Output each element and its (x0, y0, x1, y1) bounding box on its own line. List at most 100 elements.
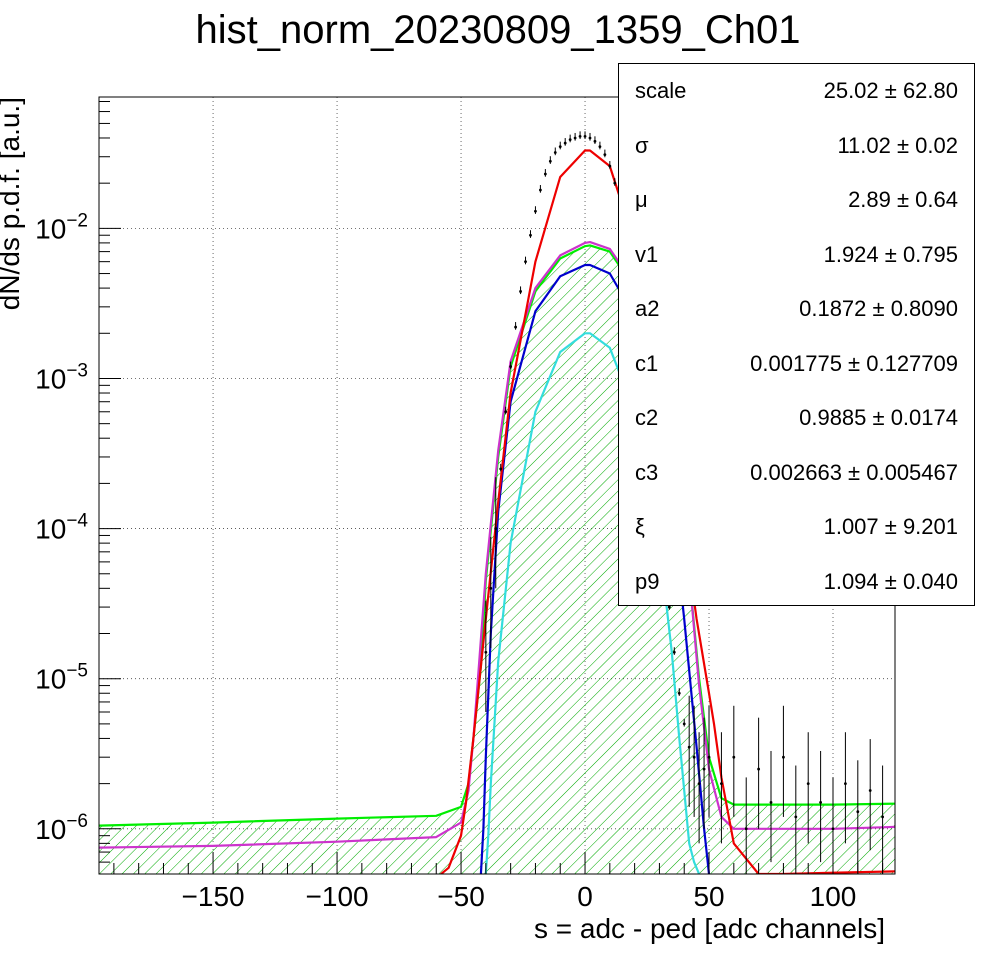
axes: −150 −100 −50 0 50 100 10−6 10−5 10−4 10−3 10−2 s =… (0, 97, 885, 944)
data-point (819, 800, 823, 804)
data-point (868, 789, 872, 792)
data-point (553, 151, 557, 154)
stat-name: c3 (635, 460, 659, 485)
data-point (794, 815, 798, 819)
chart-title: hist_norm_20230809_1359_Ch01 (195, 8, 801, 52)
data-point (769, 800, 773, 804)
stat-row: c2 0.9885 ± 0.0174 (635, 405, 958, 435)
fit-curve (99, 244, 895, 827)
data-point (543, 172, 547, 176)
stat-name: c1 (635, 351, 659, 376)
data-point (504, 410, 508, 414)
stat-value: 1.007 ± 9.201 (823, 514, 958, 539)
data-point (558, 145, 562, 149)
data-point (757, 767, 761, 771)
x-tick-label: −50 (437, 881, 485, 912)
stat-value: 11.02 ± 0.02 (837, 133, 958, 158)
data-point (573, 136, 577, 140)
y-tick-label: 10−5 (35, 661, 88, 695)
fit-curve (439, 149, 895, 874)
y-tick-label: 10−6 (35, 811, 88, 845)
stat-name: c2 (635, 405, 659, 430)
stat-name: a2 (635, 296, 660, 321)
data-point (667, 605, 671, 609)
stat-row: ξ 1.007 ± 9.201 (635, 514, 958, 544)
data-point (806, 782, 810, 786)
x-tick-label: −100 (306, 881, 369, 912)
data-point (831, 827, 835, 831)
stat-value: 0.002663 ± 0.005467 (750, 460, 958, 485)
data-point (682, 722, 686, 726)
y-tick-label: 10−2 (35, 210, 88, 244)
stat-name: ξ (635, 514, 645, 539)
data-point (583, 134, 587, 138)
fit-curve (484, 332, 701, 874)
fit-fill-area (99, 245, 895, 874)
data-point (538, 188, 542, 192)
data-point (672, 650, 676, 654)
stats-box: scale 25.02 ± 62.80 σ 11.02 ± 0.02 μ 2.89 ± 0… (618, 63, 975, 606)
stat-name: p9 (635, 569, 660, 594)
data-point (697, 782, 701, 786)
data-point (548, 159, 552, 163)
x-tick-label: 50 (693, 881, 724, 912)
stat-row: c3 0.002663 ± 0.005467 (635, 460, 958, 490)
data-point (744, 827, 748, 831)
data-point (598, 145, 602, 149)
stat-value: 0.9885 ± 0.0174 (799, 405, 958, 430)
stat-row: v1 1.924 ± 0.795 (635, 242, 958, 272)
data-point (529, 233, 532, 237)
data-point (494, 527, 498, 530)
data-point (568, 138, 572, 142)
data-point (844, 782, 847, 786)
data-point (613, 181, 617, 185)
stat-value: 0.1872 ± 0.8090 (799, 296, 958, 321)
stat-name: v1 (635, 242, 659, 267)
stat-value: 1.094 ± 0.040 (823, 569, 958, 594)
stat-row: a2 0.1872 ± 0.8090 (635, 296, 958, 326)
data-point (484, 650, 488, 654)
stat-row: σ 11.02 ± 0.02 (635, 133, 958, 163)
y-tick-label: 10−4 (35, 511, 88, 545)
data-point (603, 153, 607, 156)
stat-name: scale (635, 78, 687, 103)
stat-value: 0.001775 ± 0.127709 (750, 351, 958, 376)
fit-curve (479, 263, 711, 874)
stat-value: 25.02 ± 62.80 (823, 78, 958, 103)
data-point (578, 134, 582, 138)
y-axis-title: dN/ds p.d.f. [a.u.] (0, 97, 25, 310)
data-point (499, 467, 503, 471)
data-point (687, 745, 691, 749)
stat-value: 1.924 ± 0.795 (823, 242, 958, 267)
data-point (856, 810, 860, 814)
data-point (732, 755, 736, 759)
data-point (489, 586, 493, 590)
data-point (881, 815, 885, 819)
data-point (588, 136, 592, 140)
data-point (720, 782, 723, 786)
stat-row: p9 1.094 ± 0.040 (635, 569, 958, 599)
x-tick-label: 0 (577, 881, 593, 912)
data-point (524, 260, 527, 264)
stat-row: μ 2.89 ± 0.64 (635, 187, 958, 217)
data-point (534, 209, 537, 213)
y-tick-label: 10−3 (35, 360, 88, 394)
x-tick-label: −150 (182, 881, 245, 912)
fit-curves (99, 149, 895, 874)
stat-name: σ (635, 133, 649, 158)
data-point (509, 365, 513, 368)
x-tick-label: 100 (810, 881, 857, 912)
data-point (677, 691, 681, 695)
data-point (563, 141, 567, 145)
data-point (593, 139, 597, 143)
data-point (514, 325, 517, 329)
data-point (608, 164, 612, 168)
stat-row: c1 0.001775 ± 0.127709 (635, 351, 958, 381)
data-point (692, 755, 696, 759)
stat-value: 2.89 ± 0.64 (848, 187, 958, 212)
data-points (484, 131, 885, 874)
data-point (782, 755, 785, 759)
stat-row: scale 25.02 ± 62.80 (635, 78, 958, 108)
